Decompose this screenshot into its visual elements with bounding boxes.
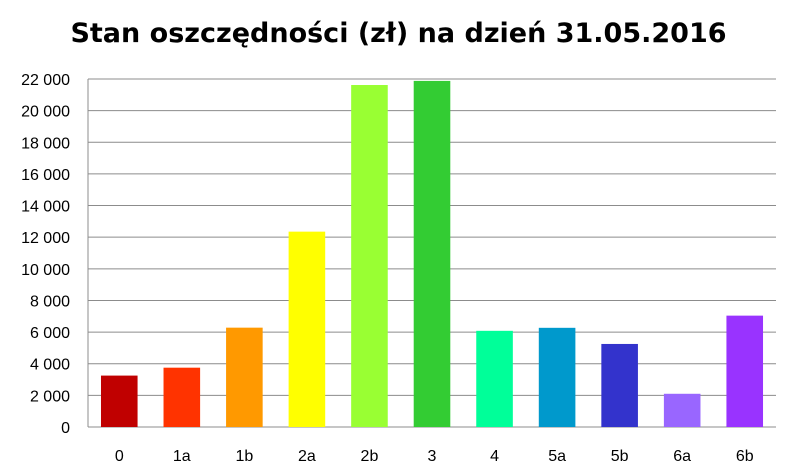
- y-tick-label: 6 000: [30, 325, 70, 342]
- y-tick-label: 14 000: [21, 199, 70, 216]
- y-tick-label: 18 000: [21, 135, 70, 152]
- y-tick-label: 16 000: [21, 167, 70, 184]
- x-tick-label: 2b: [361, 448, 379, 465]
- y-tick-label: 12 000: [21, 230, 70, 247]
- bar: [476, 330, 513, 427]
- y-tick-label: 22 000: [21, 72, 70, 89]
- y-tick-label: 0: [61, 420, 70, 437]
- bar: [226, 327, 263, 427]
- x-tick-label: 4: [490, 448, 499, 465]
- y-tick-label: 10 000: [21, 262, 70, 279]
- x-tick-label: 2a: [298, 448, 316, 465]
- x-tick-label: 6a: [673, 448, 691, 465]
- bar: [163, 367, 201, 427]
- bar: [351, 85, 388, 427]
- bar: [288, 231, 326, 427]
- y-tick-label: 8 000: [30, 293, 70, 310]
- x-tick-label: 1a: [173, 448, 191, 465]
- chart-title: Stan oszczędności (zł) na dzień 31.05.20…: [70, 18, 727, 49]
- bar: [601, 343, 638, 427]
- x-tick-label: 5a: [548, 448, 566, 465]
- x-tick-label: 5b: [611, 448, 629, 465]
- y-tick-label: 20 000: [21, 104, 70, 121]
- x-tick-label: 1b: [235, 448, 253, 465]
- x-tick-label: 6b: [736, 448, 754, 465]
- y-tick-label: 2 000: [30, 388, 70, 405]
- x-tick-label: 3: [428, 448, 437, 465]
- bar: [100, 375, 138, 427]
- bar: [726, 315, 764, 427]
- x-tick-label: 0: [115, 448, 124, 465]
- y-tick-label: 4 000: [30, 357, 70, 374]
- bar: [663, 393, 701, 427]
- bar: [538, 327, 576, 427]
- bar: [413, 80, 451, 427]
